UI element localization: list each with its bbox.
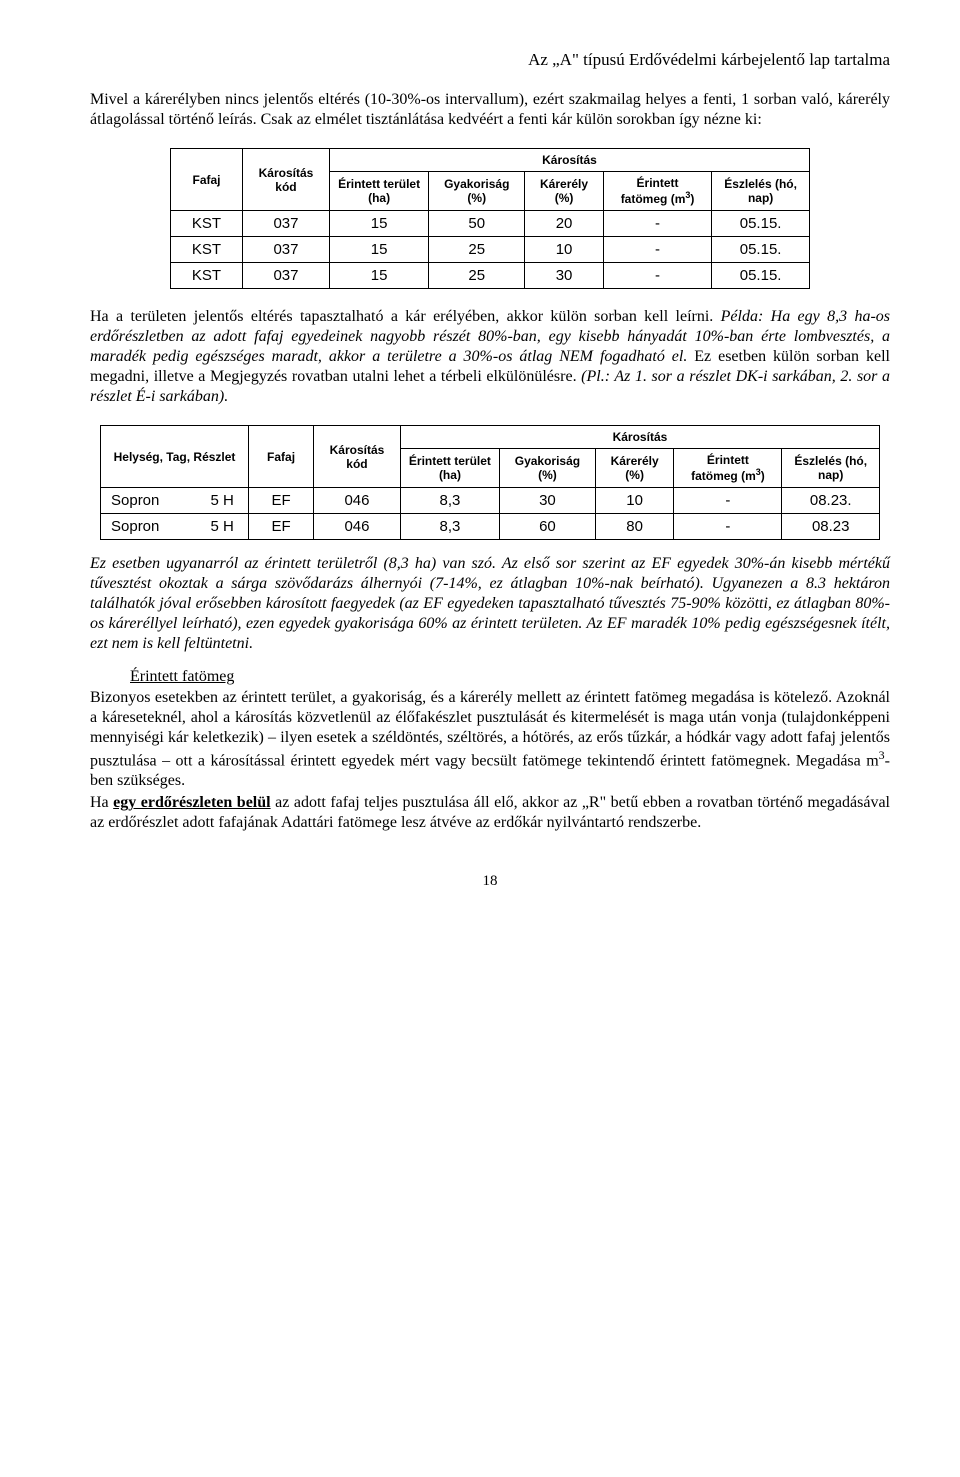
table-2: Helység, Tag, Részlet Fafaj Károsítás kó… [100, 425, 880, 540]
t2-col-fafaj: Fafaj [249, 426, 314, 488]
t2-col-fatomeg: Érintett fatömeg (m3) [674, 449, 782, 488]
t2-super-header: Károsítás [400, 426, 879, 449]
t1-col-eszleles: Észlelés (hó, nap) [712, 172, 810, 211]
t2-col-erintett-terulet: Érintett terület (ha) [400, 449, 499, 488]
paragraph-5: Ha egy erdőrészleten belül az adott fafa… [90, 793, 890, 833]
t2-col-karositas-kod: Károsítás kód [314, 426, 401, 488]
t1-col-fafaj: Fafaj [171, 149, 243, 211]
paragraph-2: Ha a területen jelentős eltérés tapaszta… [90, 307, 890, 407]
table-row: KST037152530-05.15. [171, 263, 810, 289]
t1-col-karositas-kod: Károsítás kód [243, 149, 330, 211]
t2-col-karerely: Kárerély (%) [595, 449, 674, 488]
page-header-title: Az „A" típusú Erdővédelmi kárbejelentő l… [90, 50, 890, 70]
t1-col-karerely: Kárerély (%) [525, 172, 604, 211]
t2-col-helyseg: Helység, Tag, Részlet [101, 426, 249, 488]
t1-super-header: Károsítás [329, 149, 809, 172]
t2-col-eszleles: Észlelés (hó, nap) [782, 449, 880, 488]
table-row: KST037152510-05.15. [171, 237, 810, 263]
subheading-erintett-fatomeg: Érintett fatömeg [90, 668, 890, 686]
page-number: 18 [90, 873, 890, 890]
t2-col-gyakorisag: Gyakoriság (%) [499, 449, 595, 488]
table-row: Sopron5 HEF0468,36080-08.23 [101, 514, 880, 540]
paragraph-3: Ez esetben ugyanarról az érintett terüle… [90, 554, 890, 654]
t1-col-gyakorisag: Gyakoriság (%) [429, 172, 525, 211]
table-1: Fafaj Károsítás kód Károsítás Érintett t… [170, 148, 810, 289]
t1-col-erintett-terulet: Érintett terület (ha) [329, 172, 428, 211]
table-row: Sopron5 HEF0468,33010-08.23. [101, 488, 880, 514]
table-row: KST037155020-05.15. [171, 211, 810, 237]
paragraph-1: Mivel a kárerélyben nincs jelentős eltér… [90, 90, 890, 130]
paragraph-4: Bizonyos esetekben az érintett terület, … [90, 688, 890, 791]
t1-col-fatomeg: Érintett fatömeg (m3) [603, 172, 711, 211]
